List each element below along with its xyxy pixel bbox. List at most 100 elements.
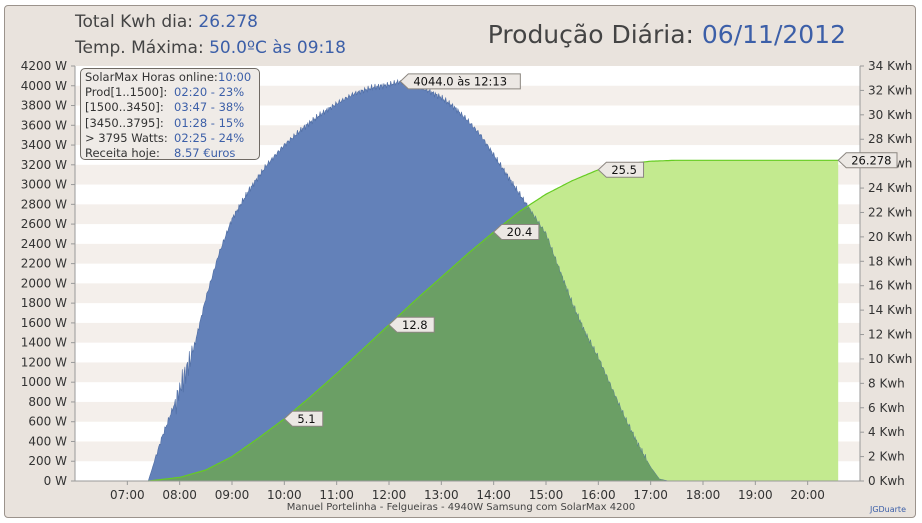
- y-right-tick-label: 20 Kwh: [868, 230, 912, 244]
- info-value: 03:47 - 38%: [174, 100, 245, 115]
- data-label: 25.5: [597, 161, 645, 178]
- y-left-tick-label: 3600 W: [21, 118, 67, 132]
- y-left-tick-label: 3800 W: [21, 99, 67, 113]
- chart-title-date: 06/11/2012: [701, 20, 846, 49]
- y-right-tick-label: 34 Kwh: [868, 59, 912, 73]
- x-tick-label: 11:00: [319, 488, 354, 502]
- data-label-box: [492, 224, 540, 240]
- y-left-tick-label: 1200 W: [21, 355, 67, 369]
- y-left-tick-label: 2000 W: [21, 276, 67, 290]
- chart-title: Produção Diária: 06/11/2012: [488, 20, 846, 49]
- x-tick-label: 19:00: [738, 488, 773, 502]
- data-label-box: [399, 73, 521, 90]
- y-right-tick-label: 0 Kwh: [868, 474, 905, 488]
- y-right-tick-label: 22 Kwh: [868, 205, 912, 219]
- data-label-box: [388, 316, 435, 333]
- info-value: 02:20 - 23%: [174, 85, 245, 100]
- y-left-tick-label: 1800 W: [21, 296, 67, 310]
- y-left-tick-label: 4200 W: [21, 59, 67, 73]
- data-label: 5.1: [283, 410, 324, 427]
- info-row-band-1: [1500..3450]: 03:47 - 38%: [85, 100, 255, 115]
- chart-caption: Manuel Portelinha - Felgueiras - 4940W S…: [286, 502, 636, 513]
- data-label-text: 4044.0 às 12:13: [413, 74, 507, 88]
- grid-band: [75, 85, 860, 106]
- max-temp-readout: Temp. Máxima: 50.0ºC às 09:18: [75, 38, 346, 58]
- x-tick-label: 10:00: [267, 488, 302, 502]
- info-value: 10:00: [218, 70, 252, 84]
- y-left-tick-label: 2400 W: [21, 237, 67, 251]
- info-row-online: SolarMax Horas online: 10:00: [85, 70, 255, 85]
- info-label: [3450..3795]:: [85, 115, 164, 130]
- info-value: 8.57 €uros: [174, 146, 236, 161]
- data-label-text: 5.1: [297, 412, 315, 426]
- y-left-tick-label: 2800 W: [21, 197, 67, 211]
- y-left-tick-label: 600 W: [28, 415, 67, 429]
- y-left-tick-label: 800 W: [28, 395, 67, 409]
- y-left-tick-label: 400 W: [28, 434, 67, 448]
- data-label: 12.8: [388, 316, 435, 333]
- y-right-tick-label: 10 Kwh: [868, 352, 912, 366]
- y-left-tick-label: 4000 W: [21, 79, 67, 93]
- y-right-tick-label: 4 Kwh: [868, 425, 905, 439]
- y-left-tick-label: 1000 W: [21, 375, 67, 389]
- y-right-tick-label: 18 Kwh: [868, 254, 912, 268]
- y-left-tick-label: 2200 W: [21, 257, 67, 271]
- info-row-prod: Prod[1..1500]: 02:20 - 23%: [85, 85, 255, 100]
- info-value: 01:28 - 15%: [174, 115, 245, 130]
- x-tick-label: 09:00: [215, 488, 250, 502]
- data-label-text: 25.5: [611, 163, 637, 177]
- x-tick-label: 18:00: [686, 488, 721, 502]
- info-label: [1500..3450]:: [85, 100, 164, 115]
- data-label: 4044.0 às 12:13: [399, 73, 521, 90]
- info-row-band-3: > 3795 Watts: 02:25 - 24%: [85, 131, 255, 146]
- y-right-tick-label: 14 Kwh: [868, 303, 912, 317]
- max-temp-value: 50.0ºC às 09:18: [209, 38, 346, 58]
- credit-text: JGDuarte: [869, 505, 906, 514]
- y-left-tick-label: 200 W: [28, 454, 67, 468]
- data-label: 20.4: [492, 224, 540, 240]
- max-temp-label: Temp. Máxima:: [75, 38, 210, 58]
- x-tick-label: 08:00: [162, 488, 197, 502]
- y-right-tick-label: 28 Kwh: [868, 132, 912, 146]
- total-kwh-readout: Total Kwh dia: 26.278: [75, 12, 258, 32]
- y-right-tick-label: 2 Kwh: [868, 450, 905, 464]
- total-kwh-label: Total Kwh dia:: [75, 12, 199, 32]
- info-row-revenue: Receita hoje: 8.57 €uros: [85, 146, 255, 161]
- info-label: Receita hoje:: [85, 146, 160, 161]
- y-right-tick-label: 30 Kwh: [868, 108, 912, 122]
- y-right-tick-label: 6 Kwh: [868, 401, 905, 415]
- y-left-tick-label: 3200 W: [21, 158, 67, 172]
- y-left-tick-label: 1400 W: [21, 336, 67, 350]
- y-right-tick-label: 12 Kwh: [868, 328, 912, 342]
- y-left-tick-label: 3000 W: [21, 178, 67, 192]
- y-right-tick-label: 8 Kwh: [868, 376, 905, 390]
- y-right-tick-label: 24 Kwh: [868, 181, 912, 195]
- x-tick-label: 14:00: [476, 488, 511, 502]
- y-right-tick-label: 32 Kwh: [868, 83, 912, 97]
- x-tick-label: 13:00: [424, 488, 459, 502]
- y-left-tick-label: 3400 W: [21, 138, 67, 152]
- data-label: 26.278: [837, 152, 898, 169]
- y-left-tick-label: 0 W: [44, 474, 67, 488]
- info-label: Prod[1..1500]:: [85, 85, 168, 100]
- x-tick-label: 07:00: [110, 488, 145, 502]
- data-label-box: [283, 410, 324, 427]
- info-value: 02:25 - 24%: [174, 130, 245, 145]
- data-label-text: 12.8: [402, 318, 428, 332]
- y-right-tick-label: 16 Kwh: [868, 279, 912, 293]
- info-label: SolarMax Horas online:: [85, 70, 218, 84]
- chart-title-label: Produção Diária:: [487, 20, 702, 49]
- info-box: SolarMax Horas online: 10:00 Prod[1..1500…: [80, 68, 260, 160]
- x-tick-label: 16:00: [581, 488, 616, 502]
- x-tick-label: 15:00: [529, 488, 564, 502]
- x-tick-label: 17:00: [633, 488, 668, 502]
- info-row-band-2: [3450..3795]: 01:28 - 15%: [85, 116, 255, 131]
- data-label-text: 20.4: [507, 225, 533, 239]
- info-label: > 3795 Watts:: [85, 130, 168, 145]
- y-left-tick-label: 2600 W: [21, 217, 67, 231]
- x-tick-label: 12:00: [372, 488, 407, 502]
- total-kwh-value: 26.278: [198, 12, 258, 32]
- x-tick-label: 20:00: [790, 488, 825, 502]
- y-left-tick-label: 1600 W: [21, 316, 67, 330]
